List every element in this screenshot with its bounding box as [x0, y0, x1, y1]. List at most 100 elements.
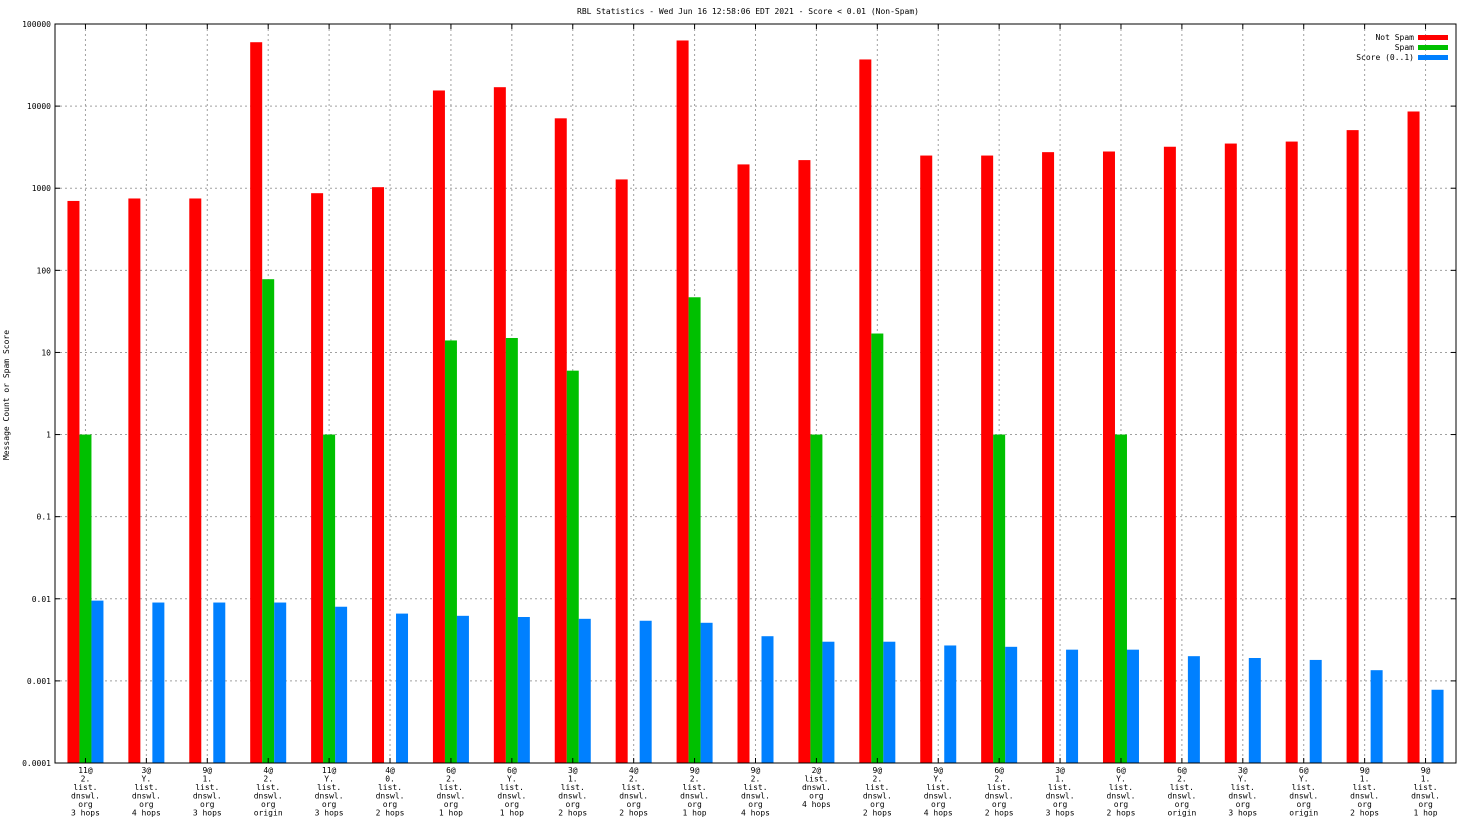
bar [822, 641, 835, 763]
y-tick-label: 1000 [32, 184, 51, 193]
bar [67, 200, 80, 763]
bar [920, 155, 933, 763]
axis-layer: 0.0001 0.001 0.01 0.1 1 10 100 1000 10000 100000 1… [22, 20, 1457, 818]
x-tick-label: 3@ Y. list. dnswl. org 4 hops [132, 766, 161, 818]
y-tick-label: 0.01 [32, 595, 51, 604]
bar [1102, 151, 1115, 763]
bar [566, 370, 579, 763]
x-tick-label: 3@ 1. list. dnswl. org 3 hops [1046, 766, 1075, 818]
bar [79, 434, 92, 763]
x-tick-label: 6@ 2. list. dnswl. org 1 hop [436, 766, 465, 818]
x-tick-label: 3@ 1. list. dnswl. org 2 hops [558, 766, 587, 818]
y-axis-label: Message Count or Spam Score [2, 330, 11, 460]
bar [396, 613, 409, 763]
bar [444, 340, 457, 763]
legend-label: Not Spam [1375, 33, 1414, 42]
x-tick-label: 3@ Y. list. dnswl. org 3 hops [1228, 766, 1257, 818]
y-tick-label: 10000 [27, 102, 51, 111]
bar [517, 616, 530, 763]
x-tick-label: 9@ Y. list. dnswl. org 4 hops [924, 766, 953, 818]
y-tick-label: 0.0001 [22, 759, 51, 768]
bar [152, 602, 165, 763]
x-tick-label: 9@ 1. list. dnswl. org 2 hops [1350, 766, 1379, 818]
bar [250, 42, 263, 763]
bar [883, 641, 896, 763]
legend-label: Score (0..1) [1356, 53, 1414, 62]
bar [274, 602, 287, 763]
x-tick-label: 11@ 2. list. dnswl. org 3 hops [71, 766, 100, 818]
x-tick-label: 9@ 1. list. dnswl. org 1 hop [1411, 766, 1440, 818]
bar [700, 622, 713, 763]
bar [688, 297, 701, 763]
bar [128, 198, 141, 763]
x-tick-label: 6@ Y. list. dnswl. org 1 hop [497, 766, 526, 818]
bar [189, 198, 202, 763]
x-tick-label: 2@ list. dnswl. org 4 hops [802, 766, 831, 809]
bar [213, 602, 226, 763]
bar [262, 279, 275, 763]
x-tick-label: 6@ Y. list. dnswl. org origin [1289, 766, 1318, 818]
bar [372, 187, 385, 763]
bar [554, 118, 567, 763]
y-tick-label: 100 [37, 266, 52, 275]
bar [335, 606, 348, 763]
bar [493, 87, 506, 763]
y-tick-label: 0.001 [27, 677, 51, 686]
bar [456, 615, 469, 763]
bar [91, 600, 104, 763]
x-tick-label: 9@ 1. list. dnswl. org 3 hops [193, 766, 222, 818]
bar [1187, 656, 1200, 763]
bar [1114, 434, 1127, 763]
bar [1309, 659, 1322, 763]
plot-frame [54, 23, 1457, 764]
bar [311, 193, 324, 764]
bar [1431, 689, 1444, 763]
bar [1005, 646, 1018, 763]
bar [737, 164, 750, 763]
bar [1407, 111, 1420, 764]
chart-title: RBL Statistics - Wed Jun 16 12:58:06 EDT… [577, 7, 919, 16]
y-tick-label: 0.1 [37, 513, 52, 522]
bar [578, 618, 591, 763]
legend-swatch [1418, 45, 1448, 50]
bar [944, 645, 957, 763]
legend-swatch [1418, 55, 1448, 60]
bar [1163, 146, 1176, 764]
x-tick-label: 9@ 2. list. dnswl. org 4 hops [741, 766, 770, 818]
bars-layer [67, 40, 1444, 764]
bar [1370, 670, 1383, 763]
bar [615, 179, 628, 764]
x-tick-label: 6@ Y. list. dnswl. org 2 hops [1107, 766, 1136, 818]
legend-label: Spam [1395, 43, 1414, 52]
bar [993, 434, 1006, 763]
x-tick-label: 4@ 2. list. dnswl. org origin [254, 766, 283, 818]
bar [761, 636, 774, 763]
x-tick-label: 6@ 2. list. dnswl. org origin [1167, 766, 1196, 818]
bar [1066, 649, 1079, 763]
legend-swatch [1418, 35, 1448, 40]
x-tick-label: 4@ 2. list. dnswl. org 2 hops [619, 766, 648, 818]
bar [323, 434, 336, 763]
x-tick-label: 6@ 2. list. dnswl. org 2 hops [985, 766, 1014, 818]
bar [676, 40, 689, 763]
bar [1126, 649, 1139, 763]
x-tick-label: 9@ 2. list. dnswl. org 2 hops [863, 766, 892, 818]
bar [1224, 143, 1237, 763]
y-tick-label: 10 [41, 348, 51, 357]
bar [798, 160, 811, 763]
bar [859, 59, 872, 763]
bar [981, 155, 994, 763]
bar [810, 434, 823, 763]
bar [1285, 141, 1298, 764]
x-tick-label: 4@ 0. list. dnswl. org 2 hops [376, 766, 405, 818]
bar [505, 337, 518, 763]
x-tick-label: 9@ 2. list. dnswl. org 1 hop [680, 766, 709, 818]
bar [871, 333, 884, 763]
x-tick-label: 11@ Y. list. dnswl. org 3 hops [315, 766, 344, 818]
bar [1248, 658, 1261, 763]
y-tick-label: 100000 [22, 20, 51, 29]
bar [1346, 130, 1359, 763]
bar [432, 90, 445, 763]
